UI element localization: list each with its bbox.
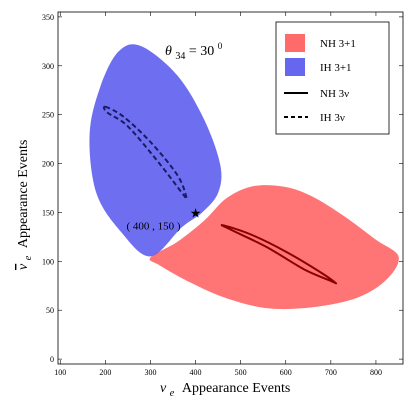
x-axis-label: ν e Appearance Events xyxy=(160,381,290,400)
reference-point-marker: ★ xyxy=(190,206,202,221)
legend-label-ih31: IH 3+1 xyxy=(320,62,352,74)
y-tick-label: 350 xyxy=(42,13,54,22)
region-nh-3-1 xyxy=(149,185,399,310)
x-tick-label: 400 xyxy=(190,368,202,377)
y-tick-label: 50 xyxy=(46,306,54,315)
ticks-layer: 100 200 300 400 500 600 700 800 0 50 100 150 200 250 3… xyxy=(42,12,403,377)
legend: NH 3+1 IH 3+1 NH 3ν IH 3ν xyxy=(275,21,390,135)
legend-label-ih3nu: IH 3ν xyxy=(320,112,345,124)
y-tick-label: 100 xyxy=(42,257,54,266)
x-tick-label: 300 xyxy=(144,368,156,377)
regions-layer xyxy=(89,44,399,310)
theta-subscript: 34 xyxy=(175,51,185,62)
y-axis-subscript: e xyxy=(23,255,34,260)
y-tick-label: 0 xyxy=(50,355,54,364)
theta-equals: = 30 xyxy=(189,44,214,59)
y-tick-label: 300 xyxy=(42,62,54,71)
y-axis-label: ν e Appearance Events xyxy=(16,140,35,270)
plot-frame xyxy=(57,11,404,365)
x-tick-label: 800 xyxy=(370,368,382,377)
x-tick-label: 600 xyxy=(280,368,292,377)
legend-label-nh31: NH 3+1 xyxy=(320,38,356,50)
x-tick-label: 500 xyxy=(235,368,247,377)
theta-symbol: θ xyxy=(165,44,172,59)
x-axis-text: Appearance Events xyxy=(182,381,290,396)
contour-nh-3- xyxy=(220,224,338,285)
x-axis-subscript: e xyxy=(170,388,175,399)
region-ih-3-1 xyxy=(89,44,222,257)
reference-point-label: ( 400 , 150 ) xyxy=(127,220,181,232)
x-tick-label: 200 xyxy=(99,368,111,377)
x-tick-label: 700 xyxy=(325,368,337,377)
y-axis-symbol: ν xyxy=(16,263,31,270)
y-tick-label: 200 xyxy=(42,160,54,169)
legend-swatch-ih31 xyxy=(285,58,305,76)
y-tick-label: 150 xyxy=(42,208,54,217)
x-tick-label: 100 xyxy=(54,368,66,377)
theta-superscript: 0 xyxy=(218,41,223,51)
x-axis-symbol: ν xyxy=(160,381,167,396)
y-tick-label: 250 xyxy=(42,111,54,120)
theta-annotation: θ 34 = 30 0 xyxy=(165,41,223,63)
legend-label-nh3nu: NH 3ν xyxy=(320,88,349,100)
curves-layer xyxy=(102,105,338,285)
y-axis-text: Appearance Events xyxy=(16,140,31,248)
contour-ih-3- xyxy=(102,105,188,201)
legend-swatch-nh31 xyxy=(285,34,305,52)
